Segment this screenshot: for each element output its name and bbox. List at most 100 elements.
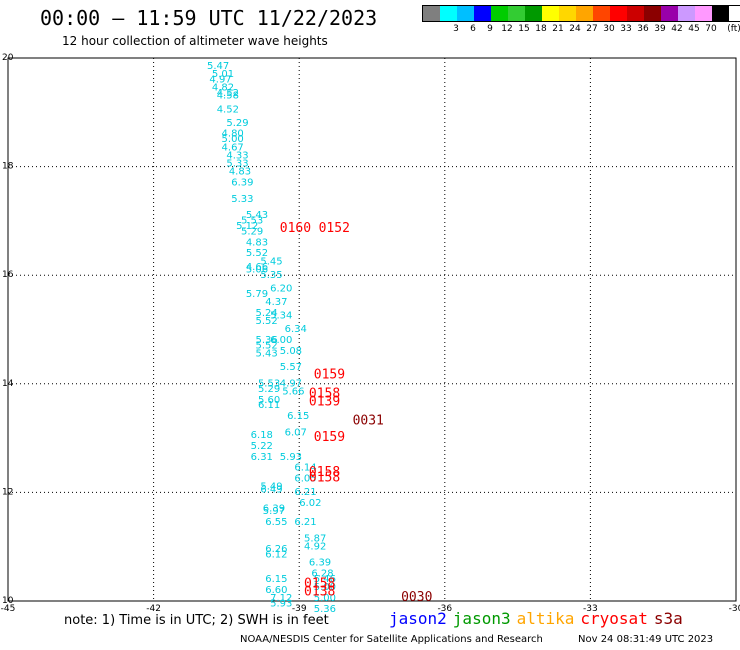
wave-height-label: 6.02 [299,498,321,509]
wave-height-label: 5.00 [314,593,336,604]
x-tick-label: -45 [1,604,16,614]
legend-swatch [678,6,695,21]
legend-swatch [559,6,576,21]
footer-timestamp: Nov 24 08:31:49 UTC 2023 [578,634,714,645]
wave-height-label: 4.58 [217,91,239,102]
footer-credit: NOAA/NESDIS Center for Satellite Applica… [240,634,543,645]
wave-height-label: 5.93 [280,452,302,463]
x-tick-label: -39 [292,604,307,614]
wave-height-label: 6.21 [294,487,316,498]
satellite-label: s3a [653,609,683,628]
page-title: 00:00 — 11:59 UTC 11/22/2023 [40,6,378,30]
wave-height-label: 6.14 [294,463,316,474]
wave-height-label: 4.37 [265,297,287,308]
wave-height-label: 5.57 [280,362,302,373]
legend-tick-label: 33 [620,24,632,34]
legend-swatch [593,6,610,21]
time-label: 0158 [309,471,340,486]
wave-height-label: 5.53 [241,216,263,227]
wave-height-label: 4.97 [209,74,231,85]
wave-height-label: 5.79 [246,289,268,300]
legend-tick-label: 27 [586,24,598,34]
color-scale-legend: 3 6 9 12 15 18 21 24 27 30 33 36 39 42 45 70 (ft) [422,5,740,34]
legend-swatch [457,6,474,21]
legend-tick-label: 18 [535,24,547,34]
wave-height-label: 5.34 [270,311,292,322]
legend-swatch [474,6,491,21]
wave-height-label: 5.52 [246,248,268,259]
legend-tick-label: 21 [552,24,564,34]
legend-swatch [576,6,593,21]
legend-tick-label: 36 [637,24,649,34]
wave-height-label: 5.43 [256,349,278,360]
x-tick-label: -36 [437,604,452,614]
time-label: 0152 [319,221,350,236]
wave-height-label: 6.15 [265,574,287,585]
wave-height-label: 6.05 [294,474,316,485]
y-tick-label: 14 [2,379,14,389]
wave-height-label: 4.67 [222,142,244,153]
time-label: 0160 [280,221,311,236]
wave-height-label: 5.52 [256,341,278,352]
wave-height-label: 4.52 [217,88,239,99]
wave-height-label: 6.20 [270,283,292,294]
legend-swatches [422,5,740,22]
legend-tick-label: 15 [518,24,530,34]
legend-swatch [508,6,525,21]
wave-height-label: 5.66 [282,387,304,398]
wave-height-label: 4.66 [246,262,268,273]
satellite-label: jason3 [452,609,511,628]
time-label: 0158 [309,465,340,480]
plot-frame [7,57,737,602]
wave-height-label: 6.07 [285,427,307,438]
time-label: 0030 [401,590,432,605]
wave-height-label: 6.39 [309,558,331,569]
wave-height-label: 5.97 [263,506,285,517]
x-tick-label: -42 [146,604,161,614]
wave-height-label: 5.36 [256,335,278,346]
wave-height-label: 5.35 [260,270,282,281]
wave-height-label: 6.49 [260,484,282,495]
wave-height-label: 5.00 [314,582,336,593]
y-tick-label: 20 [2,53,14,63]
time-label: 0138 [304,585,335,600]
wave-height-label: 5.49 [260,482,282,493]
wave-height-label: 6.26 [265,544,287,555]
footer-note: note: 1) Time is in UTC; 2) SWH is in fe… [64,613,329,628]
wave-height-label: 6.21 [294,517,316,528]
wave-height-label: 5.29 [258,384,280,395]
legend-tick-label: 3 [453,24,459,34]
wave-height-label: 4.80 [222,129,244,140]
legend-labels: 3 6 9 12 15 18 21 24 27 30 33 36 39 42 45 70 (ft) [422,22,740,34]
legend-tick-label: 9 [487,24,493,34]
wave-height-label: 6.28 [311,569,333,580]
time-label: 0139 [309,395,340,410]
x-tick-label: -30 [729,604,740,614]
wave-height-label: 4.33 [226,150,248,161]
legend-swatch [644,6,661,21]
wave-height-label: 6.60 [265,585,287,596]
wave-height-label: 5.60 [258,395,280,406]
time-label: 0158 [304,576,335,591]
legend-swatch [712,6,729,21]
legend-tick-label: 12 [501,24,513,34]
wave-height-label: 5.43 [246,210,268,221]
legend-swatch [542,6,559,21]
wave-height-label: 4.97 [280,379,302,390]
legend-tick-label: 39 [654,24,666,34]
wave-height-label: 4.83 [229,167,251,178]
legend-swatch [610,6,627,21]
wave-height-label: 5.24 [256,308,278,319]
time-label: 0158 [309,386,340,401]
wave-height-label: 5.33 [226,159,248,170]
wave-height-label: 5.29 [226,118,248,129]
wave-height-label: 5.87 [304,533,326,544]
time-label: 0159 [314,430,345,445]
wave-height-label: 5.00 [222,134,244,145]
legend-swatch [440,6,457,21]
wave-height-label: 5.22 [251,441,273,452]
satellite-legend: jason2 jason3 altika cryosat s3a [389,609,689,628]
legend-swatch [423,6,440,21]
wave-height-label: 5.33 [231,194,253,205]
